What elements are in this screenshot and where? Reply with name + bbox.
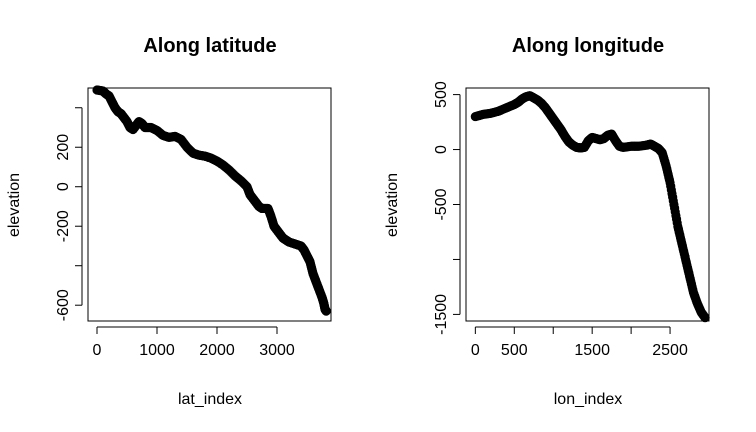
- x-tick-label: 500: [501, 342, 528, 359]
- x-axis-label-longitude: lon_index: [554, 391, 623, 408]
- y-axis-label-longitude: elevation: [384, 173, 401, 237]
- chart-panel-longitude: Along longitude 0 500 1500 2500 -1500 -500 0 5…: [384, 35, 710, 408]
- plot-frame-latitude: [87, 87, 332, 322]
- x-tick-label: 2500: [652, 342, 688, 359]
- x-tick-label: 1000: [139, 342, 175, 359]
- x-tick-label: 1500: [574, 342, 610, 359]
- chart-title-longitude: Along longitude: [512, 35, 664, 57]
- chart-title-latitude: Along latitude: [143, 35, 276, 57]
- y-tick-label: -1500: [433, 294, 450, 335]
- x-ticks-longitude: 0 500 1500 2500: [471, 326, 688, 359]
- y-ticks-longitude: -1500 -500 0 500: [433, 81, 461, 335]
- plot-frame-longitude: [465, 87, 710, 322]
- y-tick-label: 0: [55, 182, 72, 191]
- y-axis-label-latitude: elevation: [6, 173, 23, 237]
- data-point: [321, 306, 331, 316]
- y-tick-label: 200: [55, 134, 72, 161]
- x-tick-label: 0: [93, 342, 102, 359]
- x-ticks-latitude: 0 1000 2000 3000: [93, 326, 295, 359]
- x-tick-label: 3000: [259, 342, 295, 359]
- y-tick-label: 500: [433, 81, 450, 108]
- x-tick-label: 2000: [199, 342, 235, 359]
- y-tick-label: 0: [433, 145, 450, 154]
- chart-panel-latitude: Along latitude 0 1000 2000 3000 -600 -200 0 20…: [6, 35, 332, 408]
- points-longitude: [470, 91, 710, 323]
- y-ticks-latitude: -600 -200 0 200: [55, 107, 83, 321]
- x-tick-label: 0: [471, 342, 480, 359]
- points-latitude: [92, 85, 331, 316]
- x-axis-label-latitude: lat_index: [178, 391, 242, 408]
- y-tick-label: -500: [433, 188, 450, 220]
- y-tick-label: -200: [55, 210, 72, 242]
- y-tick-label: -600: [55, 289, 72, 321]
- data-point: [700, 313, 710, 323]
